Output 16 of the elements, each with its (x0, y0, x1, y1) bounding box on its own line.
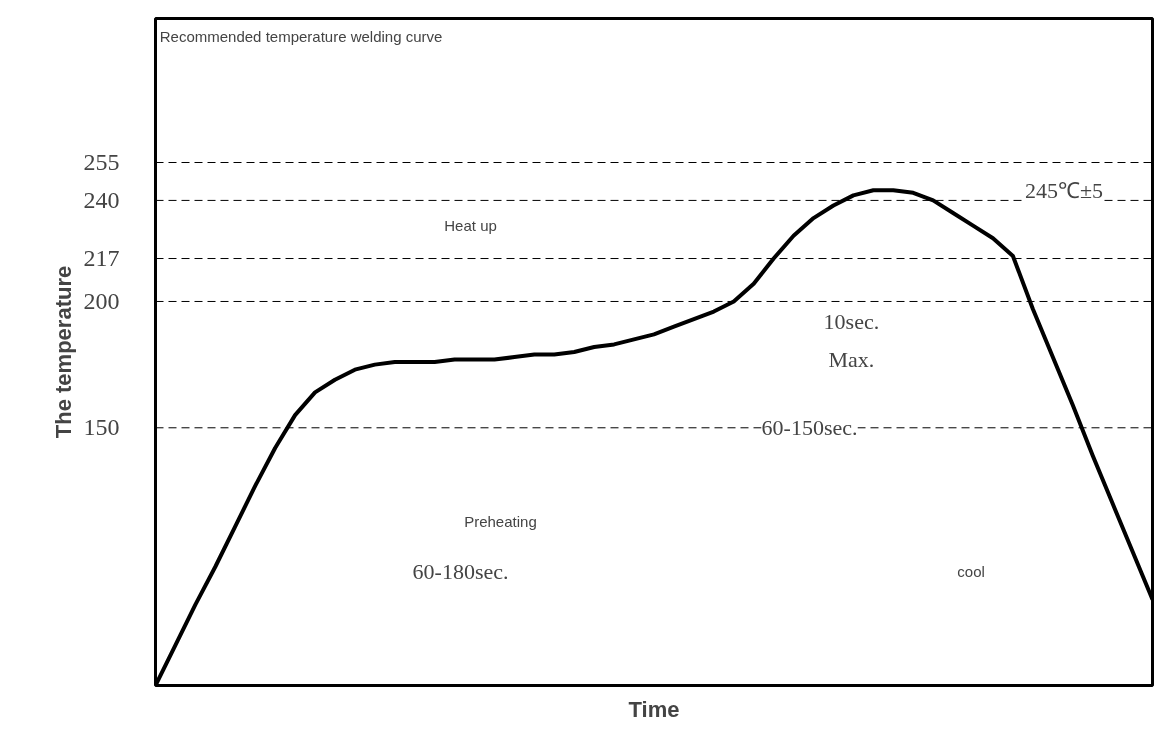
y-tick-label: 217 (83, 245, 120, 272)
y-axis-title: The temperature (50, 265, 76, 439)
annotation: Recommended temperature welding curve (159, 27, 443, 45)
x-axis-title: Time (628, 696, 680, 722)
annotation: cool (957, 563, 985, 581)
y-tick-label: 240 (83, 186, 120, 213)
annotation: Max. (828, 347, 875, 373)
annotation: 60-180sec. (412, 559, 509, 585)
annotation: Heat up (444, 217, 497, 235)
annotation: Preheating (464, 512, 537, 530)
annotation: 10sec. (823, 309, 880, 335)
y-tick-label: 150 (83, 414, 120, 441)
annotation: 245℃±5 (1024, 177, 1103, 203)
annotation: 60-150sec. (761, 415, 858, 441)
y-tick-label: 255 (83, 149, 120, 176)
y-tick-label: 200 (83, 287, 120, 314)
